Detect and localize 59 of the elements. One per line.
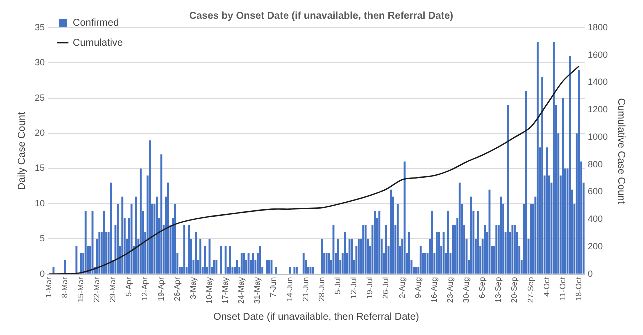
x-tick-label: 15-Mar (76, 276, 86, 303)
legend-label: Confirmed (73, 18, 120, 29)
x-tick-label: 5-Jul (334, 277, 342, 295)
y-tick-label: 20 (34, 128, 46, 138)
y-tick-label: 35 (34, 22, 46, 32)
x-tick-label: 29-Mar (108, 276, 118, 303)
x-tick-label: 26-Apr (172, 276, 182, 302)
y-axis-title: Daily Case Count (16, 112, 28, 190)
x-tick-label: 3-May (188, 277, 198, 300)
y-tick-label: 25 (34, 92, 46, 103)
y2-tick-label: 1600 (588, 50, 608, 60)
x-tick-label: 28-Jun (317, 277, 326, 302)
y2-tick-label: 400 (588, 214, 604, 224)
x-tick-label: 21-Jun (301, 277, 310, 302)
y2-tick-label: 0 (588, 268, 593, 279)
y-tick-label: 10 (34, 198, 46, 208)
x-tick-label: 20-Sep (510, 276, 520, 304)
x-tick-label: 9-Aug (414, 277, 423, 299)
x-tick-label: 11-Oct (558, 276, 568, 301)
legend-label: Cumulative (73, 38, 124, 49)
x-tick-label: 22-Mar (92, 276, 102, 303)
x-tick-label: 19-Jul (366, 277, 375, 300)
x-tick-label: 10-May (204, 277, 214, 304)
x-tick-label: 1-Mar (44, 276, 54, 298)
x-tick-label: 19-Apr (156, 276, 166, 302)
x-tick-label: 6-Sep (478, 276, 488, 299)
x-tick-label: 8-Mar (60, 276, 70, 298)
x-tick-label: 12-Apr (140, 276, 150, 302)
x-axis-title: Onset Date (if unavailable, then Referral Date) (214, 312, 420, 323)
x-tick-label: 12-Jul (350, 277, 359, 300)
x-tick-label: 31-May (253, 277, 262, 304)
y-tick-label: 0 (40, 268, 46, 279)
x-tick-label: 24-May (237, 277, 246, 304)
line-series (48, 66, 580, 274)
x-tick-label: 7-Jun (269, 277, 278, 298)
y2-tick-label: 600 (588, 186, 604, 197)
x-tick-label: 4-Oct (542, 276, 552, 297)
x-tick-label: 16-Aug (430, 277, 439, 304)
x-tick-label: 17-May (221, 277, 230, 304)
y2-tick-label: 1200 (588, 104, 608, 115)
x-tick-label: 14-Jun (285, 277, 294, 302)
x-tick-label: 2-Aug (398, 277, 407, 299)
y-tick-label: 5 (40, 234, 46, 244)
y2-tick-label: 200 (588, 241, 604, 252)
x-tick-label: 27-Sep (526, 276, 536, 304)
y2-axis-title: Cumulative Case Count (615, 98, 626, 204)
x-tick-label: 5-Apr (124, 276, 134, 297)
y2-tick-label: 1000 (588, 132, 608, 142)
chart-title: Cases by Onset Date (if unavailable, then Referral Date) (190, 10, 454, 22)
y-tick-label: 15 (34, 163, 46, 174)
x-tick-label: 13-Sep (494, 276, 504, 304)
y2-tick-label: 1800 (588, 22, 608, 32)
y-tick-label: 30 (34, 58, 46, 68)
x-tick-label: 26-Jul (382, 277, 391, 300)
x-tick-label: 30-Aug (462, 277, 472, 304)
y2-tick-label: 1400 (588, 77, 608, 88)
x-tick-label: 18-Oct (574, 276, 584, 302)
y2-tick-label: 800 (588, 159, 604, 170)
x-tick-label: 23-Aug (446, 277, 455, 304)
